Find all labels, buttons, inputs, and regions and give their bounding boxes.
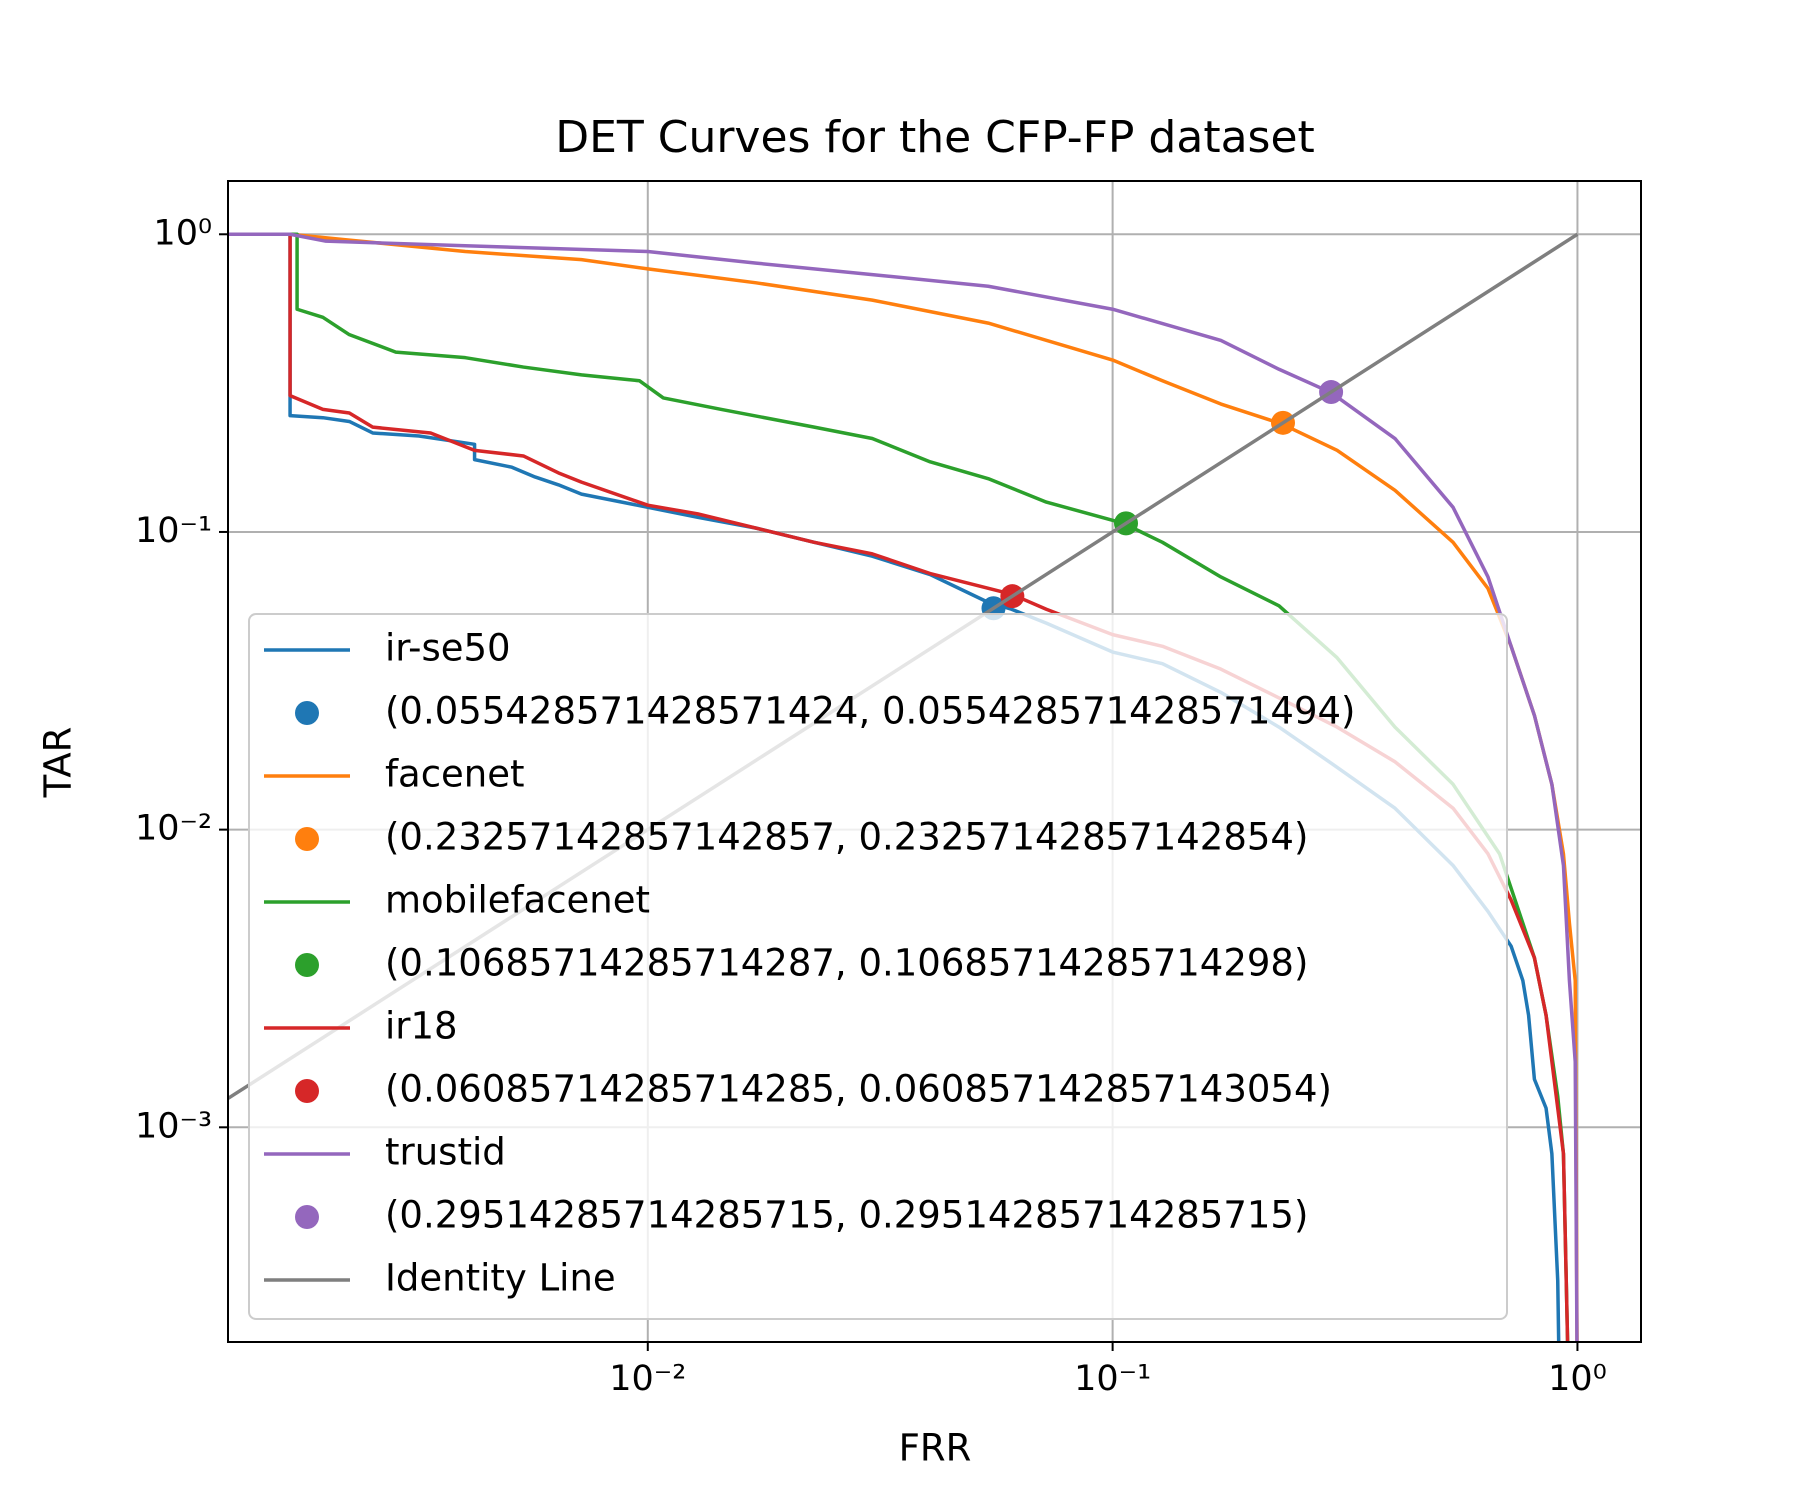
ticks: 10⁻² 10⁻¹ 10⁰ 10⁻³ 10⁻² 10⁻¹ 10⁰ xyxy=(135,213,1607,1399)
legend-label: (0.055428571428571424, 0.055428571428571… xyxy=(385,690,1355,733)
legend-label: (0.06085714285714285, 0.0608571428571430… xyxy=(385,1068,1332,1111)
legend-marker xyxy=(295,1205,319,1229)
x-axis-label: FRR xyxy=(899,1427,972,1470)
legend: ir-se50 (0.055428571428571424, 0.05542857… xyxy=(248,613,1508,1320)
legend-label: (0.29514285714285715, 0.2951428571428571… xyxy=(385,1194,1308,1237)
curve xyxy=(228,232,1561,1342)
y-tick-label: 10⁰ xyxy=(153,213,212,253)
legend-marker xyxy=(295,827,319,851)
legend-label: ir-se50 xyxy=(385,627,511,670)
legend-label: Identity Line xyxy=(385,1257,616,1300)
y-axis-label: TAR xyxy=(37,727,80,799)
x-tick-label: 10⁻² xyxy=(609,1359,686,1399)
legend-marker xyxy=(295,1079,319,1103)
axes-frame xyxy=(227,180,1642,1343)
x-tick-label: 10⁻¹ xyxy=(1074,1359,1151,1399)
legend-label: mobilefacenet xyxy=(385,879,650,922)
legend-label: ir18 xyxy=(385,1005,458,1048)
y-tick-label: 10⁻¹ xyxy=(135,511,212,551)
curve xyxy=(228,232,1570,1342)
legend-marker xyxy=(295,701,319,725)
y-tick-label: 10⁻³ xyxy=(135,1106,212,1146)
curve xyxy=(228,232,1579,1342)
legend-label: facenet xyxy=(385,753,525,796)
y-tick-label: 10⁻² xyxy=(135,809,212,849)
legend-marker xyxy=(295,953,319,977)
legend-label: trustid xyxy=(385,1131,506,1174)
x-tick-label: 10⁰ xyxy=(1548,1359,1607,1399)
legend-label: (0.23257142857142857, 0.2325714285714285… xyxy=(385,816,1308,859)
chart-title: DET Curves for the CFP-FP dataset xyxy=(555,112,1315,163)
legend-box xyxy=(248,613,1508,1320)
legend-label: (0.10685714285714287, 0.1068571428571429… xyxy=(385,942,1308,985)
